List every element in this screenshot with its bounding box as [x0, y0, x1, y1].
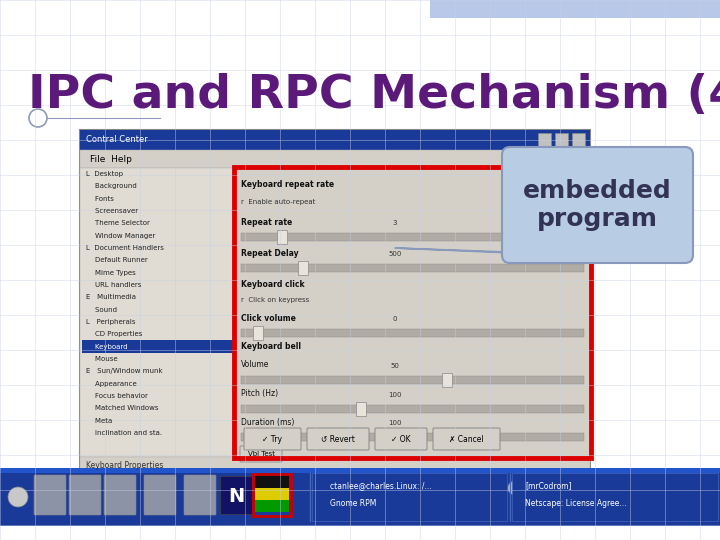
Text: Duration (ms): Duration (ms) — [241, 418, 294, 427]
FancyBboxPatch shape — [572, 133, 585, 147]
Text: Focus behavior: Focus behavior — [86, 393, 148, 399]
Text: Repeat Delay: Repeat Delay — [241, 249, 299, 258]
Text: Contral Center: Contral Center — [86, 136, 148, 145]
FancyBboxPatch shape — [244, 428, 301, 450]
Text: Keyboard: Keyboard — [86, 343, 127, 349]
Text: N: N — [228, 488, 244, 507]
FancyBboxPatch shape — [34, 475, 66, 515]
FancyBboxPatch shape — [80, 130, 590, 150]
FancyBboxPatch shape — [356, 430, 366, 444]
Text: Vbl Test: Vbl Test — [248, 451, 274, 457]
FancyBboxPatch shape — [442, 373, 452, 387]
FancyBboxPatch shape — [69, 475, 101, 515]
FancyBboxPatch shape — [0, 468, 720, 526]
Text: L  Desktop: L Desktop — [86, 171, 123, 177]
Text: ✗ Cancel: ✗ Cancel — [449, 435, 484, 443]
Text: Gnome RPM: Gnome RPM — [330, 500, 377, 509]
Text: ↺ Revert: ↺ Revert — [321, 435, 355, 443]
FancyBboxPatch shape — [241, 265, 584, 273]
Text: Volume: Volume — [241, 360, 269, 369]
FancyBboxPatch shape — [0, 468, 720, 473]
Text: 100: 100 — [388, 421, 402, 427]
FancyBboxPatch shape — [502, 147, 693, 263]
Text: IPC and RPC Mechanism (4/4): IPC and RPC Mechanism (4/4) — [28, 72, 720, 118]
Text: E   Multimedia: E Multimedia — [86, 294, 136, 300]
Text: Inclination and sta.: Inclination and sta. — [86, 430, 162, 436]
FancyBboxPatch shape — [82, 340, 233, 353]
FancyBboxPatch shape — [104, 475, 136, 515]
FancyBboxPatch shape — [235, 168, 590, 457]
Text: Keyboard Properties: Keyboard Properties — [86, 462, 163, 470]
Text: L   Peripherals: L Peripherals — [86, 319, 135, 325]
FancyBboxPatch shape — [241, 376, 584, 383]
Text: [mrCodrom]: [mrCodrom] — [525, 482, 572, 490]
Text: r  Enable auto-repeat: r Enable auto-repeat — [241, 199, 315, 205]
FancyBboxPatch shape — [255, 500, 289, 512]
FancyBboxPatch shape — [356, 402, 366, 416]
Text: Pitch (Hz): Pitch (Hz) — [241, 389, 278, 398]
FancyBboxPatch shape — [253, 326, 263, 340]
FancyBboxPatch shape — [80, 150, 590, 168]
Text: L  Document Handlers: L Document Handlers — [86, 245, 164, 251]
FancyBboxPatch shape — [241, 329, 584, 337]
FancyBboxPatch shape — [555, 133, 568, 147]
Text: r  Click on keypress: r Click on keypress — [241, 297, 310, 303]
Text: 50: 50 — [390, 363, 399, 369]
FancyBboxPatch shape — [80, 168, 235, 457]
Text: E   Sun/Window munk: E Sun/Window munk — [86, 368, 163, 374]
FancyBboxPatch shape — [255, 488, 289, 500]
FancyBboxPatch shape — [430, 0, 720, 18]
Text: Click volume: Click volume — [241, 314, 296, 322]
Text: 500: 500 — [388, 252, 402, 258]
FancyBboxPatch shape — [240, 446, 282, 462]
FancyBboxPatch shape — [538, 133, 551, 147]
Text: ctanlee@charles.Linux: /...: ctanlee@charles.Linux: /... — [330, 482, 431, 490]
FancyBboxPatch shape — [184, 475, 216, 515]
Text: Default Runner: Default Runner — [86, 258, 148, 264]
Text: embedded
program: embedded program — [523, 179, 672, 231]
Text: 100: 100 — [388, 392, 402, 397]
Text: Fonts: Fonts — [86, 196, 114, 202]
Text: Screensaver: Screensaver — [86, 208, 138, 214]
FancyBboxPatch shape — [241, 233, 584, 241]
Text: Matched Windows: Matched Windows — [86, 405, 158, 411]
Text: Background: Background — [86, 184, 137, 190]
FancyBboxPatch shape — [433, 428, 500, 450]
FancyBboxPatch shape — [80, 457, 590, 475]
Text: ✓ Try: ✓ Try — [263, 435, 282, 443]
Text: Mime Types: Mime Types — [86, 269, 136, 276]
FancyBboxPatch shape — [144, 475, 176, 515]
Text: Mouse: Mouse — [86, 356, 117, 362]
FancyBboxPatch shape — [298, 261, 307, 275]
Text: Keyboard repeat rate: Keyboard repeat rate — [241, 180, 334, 189]
Circle shape — [508, 481, 522, 495]
FancyBboxPatch shape — [241, 404, 584, 413]
Text: Keyboard bell: Keyboard bell — [241, 342, 301, 352]
FancyBboxPatch shape — [220, 476, 252, 514]
Text: Repeat rate: Repeat rate — [241, 218, 292, 227]
FancyBboxPatch shape — [307, 428, 369, 450]
Text: URL handlers: URL handlers — [86, 282, 141, 288]
Text: CD Properties: CD Properties — [86, 332, 143, 338]
Text: Netscape: License Agree...: Netscape: License Agree... — [525, 500, 626, 509]
Text: 0: 0 — [392, 316, 397, 322]
FancyBboxPatch shape — [312, 473, 507, 521]
Text: Meta: Meta — [86, 417, 112, 423]
FancyBboxPatch shape — [512, 473, 718, 521]
FancyBboxPatch shape — [277, 231, 287, 245]
Text: Sound: Sound — [86, 307, 117, 313]
Text: ✓ OK: ✓ OK — [391, 435, 411, 443]
Text: 3: 3 — [392, 220, 397, 226]
Text: Keyboard click: Keyboard click — [241, 280, 305, 289]
Text: Appearance: Appearance — [86, 381, 137, 387]
FancyBboxPatch shape — [375, 428, 427, 450]
FancyBboxPatch shape — [241, 434, 584, 441]
FancyBboxPatch shape — [80, 130, 590, 475]
Text: Window Manager: Window Manager — [86, 233, 156, 239]
Text: Theme Selector: Theme Selector — [86, 220, 150, 226]
Polygon shape — [395, 248, 590, 255]
Circle shape — [8, 487, 28, 507]
Text: File  Help: File Help — [90, 154, 132, 164]
FancyBboxPatch shape — [255, 476, 289, 488]
